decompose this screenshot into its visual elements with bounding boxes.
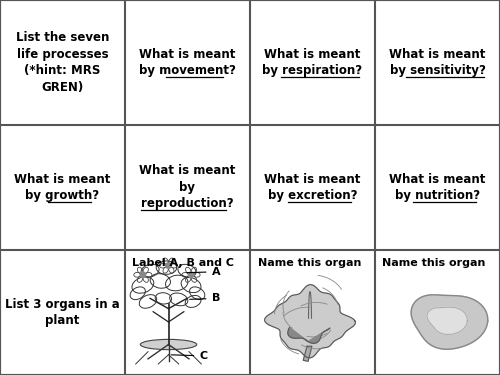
Circle shape bbox=[166, 263, 171, 268]
Text: Name this organ: Name this organ bbox=[258, 258, 361, 267]
Circle shape bbox=[140, 272, 145, 278]
Text: B: B bbox=[190, 294, 220, 303]
Text: A: A bbox=[186, 267, 220, 277]
Ellipse shape bbox=[140, 339, 196, 350]
Polygon shape bbox=[288, 327, 330, 344]
Text: What is meant
by excretion?: What is meant by excretion? bbox=[264, 173, 360, 202]
Text: What is meant
by growth?: What is meant by growth? bbox=[14, 173, 110, 202]
Text: What is meant
by sensitivity?: What is meant by sensitivity? bbox=[390, 48, 486, 77]
Polygon shape bbox=[427, 307, 468, 334]
Text: What is meant
by movement?: What is meant by movement? bbox=[139, 48, 236, 77]
Text: What is meant
by respiration?: What is meant by respiration? bbox=[262, 48, 362, 77]
Polygon shape bbox=[264, 285, 356, 358]
Polygon shape bbox=[411, 295, 488, 349]
Text: What is meant
by nutrition?: What is meant by nutrition? bbox=[390, 173, 486, 202]
Text: Label A, B and C: Label A, B and C bbox=[132, 258, 234, 267]
Text: C: C bbox=[172, 351, 207, 361]
Text: What is meant
by
reproduction?: What is meant by reproduction? bbox=[140, 165, 235, 210]
Text: Name this organ: Name this organ bbox=[382, 258, 486, 267]
Text: List the seven
life processes
(*hint: MRS
GREN): List the seven life processes (*hint: MR… bbox=[16, 31, 109, 94]
Text: List 3 organs in a
plant: List 3 organs in a plant bbox=[5, 298, 120, 327]
Circle shape bbox=[188, 272, 194, 278]
Polygon shape bbox=[303, 346, 312, 361]
